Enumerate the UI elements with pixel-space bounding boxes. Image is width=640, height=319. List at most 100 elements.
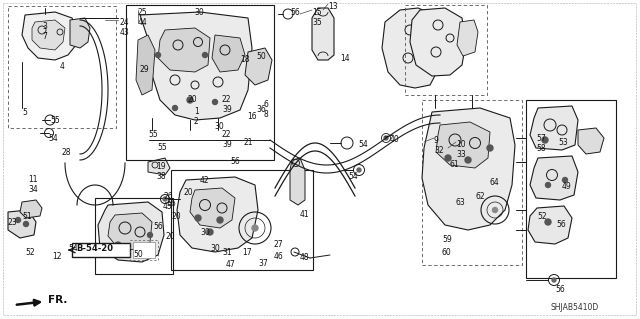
Text: 4: 4 [60, 62, 65, 71]
Text: 45: 45 [163, 202, 173, 211]
Text: 20: 20 [166, 232, 175, 241]
Text: 20: 20 [184, 188, 194, 197]
Circle shape [173, 106, 177, 110]
Polygon shape [530, 106, 578, 150]
Circle shape [487, 145, 493, 151]
Text: B-54-20: B-54-20 [76, 244, 113, 253]
Text: 19: 19 [156, 162, 166, 171]
Polygon shape [98, 202, 164, 262]
Circle shape [24, 221, 29, 226]
Text: 14: 14 [340, 54, 349, 63]
Text: 16: 16 [247, 112, 257, 121]
Text: 30: 30 [194, 8, 204, 17]
Text: 64: 64 [490, 178, 500, 187]
Polygon shape [457, 20, 478, 56]
Polygon shape [108, 213, 152, 250]
Text: 39: 39 [222, 105, 232, 114]
Text: 39: 39 [222, 140, 232, 149]
Polygon shape [578, 128, 604, 154]
Text: 61: 61 [450, 160, 460, 169]
Text: 53: 53 [558, 138, 568, 147]
Text: 62: 62 [476, 192, 486, 201]
Polygon shape [158, 28, 210, 72]
Polygon shape [20, 200, 42, 218]
Polygon shape [382, 8, 440, 88]
Text: SHJAB5410D: SHJAB5410D [551, 303, 599, 312]
Text: 48: 48 [300, 253, 310, 262]
Circle shape [207, 229, 213, 235]
Text: 56: 56 [153, 222, 163, 231]
Circle shape [542, 137, 548, 143]
Circle shape [163, 197, 167, 201]
Text: 44: 44 [138, 18, 148, 27]
Circle shape [187, 97, 193, 103]
Text: 47: 47 [226, 260, 236, 269]
Polygon shape [133, 242, 155, 258]
Text: 56: 56 [556, 220, 566, 229]
Circle shape [15, 218, 20, 222]
Polygon shape [530, 156, 578, 200]
Text: 50: 50 [133, 250, 143, 259]
Text: 29: 29 [140, 65, 150, 74]
Bar [422, 100, 522, 265]
Text: 56: 56 [166, 199, 176, 208]
Bar [130, 240, 158, 260]
Text: 59: 59 [442, 235, 452, 244]
Text: 40: 40 [390, 135, 400, 144]
Circle shape [147, 233, 152, 238]
Text: 57: 57 [536, 134, 546, 143]
Circle shape [252, 225, 258, 231]
Text: 25: 25 [138, 8, 148, 17]
Text: 52: 52 [537, 212, 547, 221]
Text: 51: 51 [22, 212, 31, 221]
Text: 10: 10 [456, 140, 466, 149]
Bar [126, 5, 274, 160]
Bar [95, 198, 173, 274]
Text: 52: 52 [25, 248, 35, 257]
Text: 63: 63 [456, 198, 466, 207]
Text: 37: 37 [258, 259, 268, 268]
Polygon shape [148, 158, 170, 175]
Text: 56: 56 [290, 8, 300, 17]
Text: 6: 6 [264, 100, 269, 109]
Text: 33: 33 [456, 150, 466, 159]
Text: 7: 7 [42, 32, 47, 41]
Text: 21: 21 [244, 138, 253, 147]
Circle shape [202, 53, 207, 57]
Circle shape [217, 217, 223, 223]
Polygon shape [190, 188, 235, 228]
Polygon shape [528, 206, 572, 244]
Text: 20: 20 [172, 212, 182, 221]
Polygon shape [70, 18, 90, 48]
Text: 30: 30 [200, 228, 210, 237]
Text: 60: 60 [442, 248, 452, 257]
Text: 8: 8 [264, 110, 269, 119]
Polygon shape [8, 210, 36, 238]
Polygon shape [410, 8, 466, 76]
Text: 18: 18 [240, 55, 250, 64]
Text: 30: 30 [214, 122, 224, 131]
Circle shape [212, 100, 218, 105]
Circle shape [545, 219, 551, 225]
Text: 22: 22 [222, 95, 232, 104]
Text: 27: 27 [274, 240, 284, 249]
Bar [72, 243, 130, 257]
Text: 35: 35 [312, 18, 322, 27]
Circle shape [135, 244, 141, 250]
Text: 41: 41 [300, 210, 310, 219]
Circle shape [563, 177, 568, 182]
Text: 56: 56 [555, 285, 564, 294]
Polygon shape [422, 108, 515, 230]
Bar [405, 5, 487, 95]
Bar [526, 100, 616, 278]
Text: 54: 54 [348, 172, 358, 181]
Polygon shape [290, 158, 305, 205]
Text: 54: 54 [358, 140, 368, 149]
Text: FR.: FR. [17, 295, 67, 306]
Text: 2: 2 [194, 117, 199, 126]
Text: 55: 55 [148, 130, 157, 139]
Circle shape [545, 182, 550, 188]
Text: 28: 28 [62, 148, 72, 157]
Text: 32: 32 [434, 146, 444, 155]
Polygon shape [312, 8, 334, 60]
